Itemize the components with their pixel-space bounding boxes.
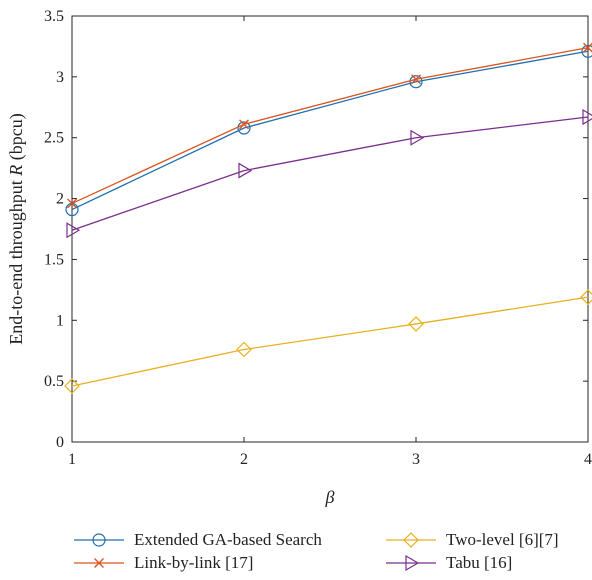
y-axis-label-variable: R [6, 165, 26, 177]
legend-marker [94, 558, 104, 568]
data-point [411, 74, 421, 85]
y-tick-label: 3.5 [44, 8, 64, 25]
series-line [71, 296, 589, 387]
legend: Extended GA-based Search Link-by-link [17… [74, 530, 559, 572]
series-layer [64, 42, 592, 394]
data-point [580, 289, 592, 306]
data-point [408, 316, 424, 332]
legend-item: Two-level [6][7] [386, 530, 559, 549]
series-0 [65, 44, 592, 217]
legend-marker [92, 533, 106, 547]
y-tick-label: 0 [56, 434, 64, 451]
data-point [237, 121, 251, 135]
data-point [239, 119, 249, 130]
legend-item: Tabu [16] [386, 553, 512, 572]
series-1 [67, 42, 592, 209]
x-tick-label: 4 [584, 451, 592, 468]
data-point [64, 378, 80, 394]
data-point [66, 222, 81, 239]
x-tick-label: 3 [412, 451, 420, 468]
legend-item: Extended GA-based Search [74, 530, 322, 549]
x-tick-label: 1 [68, 451, 76, 468]
legend-label: Link-by-link [17] [134, 553, 253, 572]
y-tick-label: 3 [56, 69, 64, 86]
y-tick-label: 1.5 [44, 251, 64, 268]
y-tick-label: 1 [56, 312, 64, 329]
data-point [67, 198, 77, 209]
legend-marker [403, 532, 419, 548]
data-point [583, 42, 592, 53]
x-axis-label: β [325, 487, 335, 507]
series-2 [64, 289, 592, 394]
data-point [236, 341, 252, 358]
x-axis: 1 2 3 4 [68, 16, 592, 468]
data-point [581, 44, 592, 58]
y-axis-label: End-to-end throughput R (bpcu) [6, 113, 27, 344]
data-point [582, 108, 592, 126]
legend-label: Tabu [16] [446, 553, 512, 572]
y-tick-label: 2.5 [44, 130, 64, 147]
series-line [71, 116, 589, 231]
plot-area [71, 15, 589, 443]
series-line [71, 50, 589, 211]
legend-marker [405, 554, 420, 572]
y-axis: 0 0.5 1 1.5 2 2.5 3 3.5 [44, 8, 588, 451]
data-point [409, 75, 423, 89]
x-tick-label: 2 [240, 451, 248, 468]
y-axis-label-prefix: End-to-end throughput [6, 176, 26, 345]
series-line [71, 47, 589, 205]
data-point [410, 129, 425, 146]
y-axis-label-suffix: (bpcu) [6, 113, 27, 164]
y-tick-label: 0.5 [44, 373, 64, 390]
y-tick-label: 2 [56, 191, 64, 208]
data-point [238, 162, 253, 179]
series-3 [66, 108, 592, 239]
legend-label: Two-level [6][7] [446, 530, 559, 549]
legend-item: Link-by-link [17] [74, 553, 253, 572]
legend-label: Extended GA-based Search [134, 530, 322, 549]
